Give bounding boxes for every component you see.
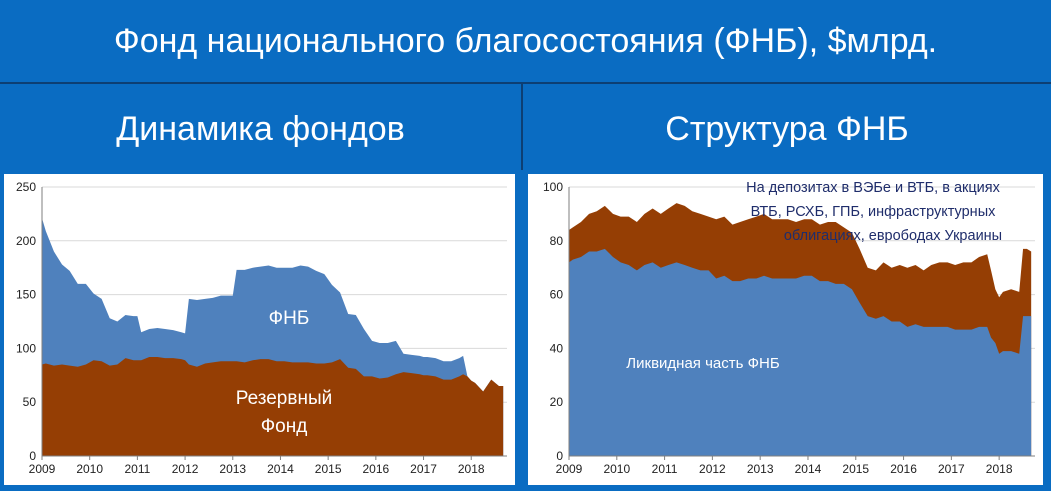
- y-tick-label: 100: [543, 180, 563, 194]
- x-tick-label: 2009: [29, 462, 56, 476]
- x-tick-label: 2010: [603, 462, 630, 476]
- annotation-deposits-line-1: На депозитах в ВЭБе и ВТБ, в акциях: [746, 180, 1001, 196]
- area-bottom-series: [569, 248, 1032, 456]
- right-chart-panel: 0 20 40 60 80 100 2009 2010 2011 2012 2013 2014 2015…: [528, 174, 1043, 485]
- y-tick-label: 150: [16, 288, 36, 302]
- y-tick-label: 200: [16, 234, 36, 248]
- x-tick-label: 2017: [410, 462, 437, 476]
- x-tick-label: 2013: [219, 462, 246, 476]
- x-tick-label: 2018: [458, 462, 485, 476]
- x-tick-label: 2018: [986, 462, 1013, 476]
- x-tick-label: 2014: [267, 462, 294, 476]
- annotation-reserve: Резервный: [236, 388, 332, 409]
- page-title: Фонд национального благосостояния (ФНБ),…: [113, 22, 938, 60]
- x-tick-label: 2014: [795, 462, 822, 476]
- y-tick-label: 250: [16, 180, 36, 194]
- annotation-liquid-part: Ликвидная часть ФНБ: [626, 355, 780, 372]
- x-tick-label: 2012: [172, 462, 199, 476]
- annotation-deposits-line-2: ВТБ, РСХБ, ГПБ, инфраструктурных: [751, 204, 996, 220]
- y-tick-label: 20: [550, 395, 564, 409]
- y-tick-label: 0: [29, 449, 36, 463]
- x-tick-label: 2015: [842, 462, 869, 476]
- y-tick-label: 60: [550, 288, 564, 302]
- y-tick-label: 80: [550, 234, 564, 248]
- x-tick-label: 2015: [315, 462, 342, 476]
- y-tick-label: 50: [23, 395, 37, 409]
- y-tick-label: 0: [556, 449, 563, 463]
- x-tick-label: 2010: [76, 462, 103, 476]
- panel-divider: [521, 84, 523, 170]
- x-tick-label: 2011: [124, 462, 150, 476]
- area-bottom-series: [42, 357, 504, 456]
- y-tick-label: 40: [550, 341, 564, 355]
- funds-dynamics-chart: 0 50 100 150 200 250 2009 2010 2011 2012 2013 2014 2…: [16, 180, 507, 476]
- annotation-fnb: ФНБ: [269, 308, 310, 329]
- x-tick-label: 2012: [699, 462, 726, 476]
- x-tick-label: 2009: [556, 462, 583, 476]
- x-tick-label: 2016: [890, 462, 917, 476]
- fnb-structure-chart: 0 20 40 60 80 100 2009 2010 2011 2012 2013 2014 2015…: [543, 180, 1035, 476]
- left-chart-panel: 0 50 100 150 200 250 2009 2010 2011 2012 2013 2014 2…: [4, 174, 515, 485]
- y-tick-label: 100: [16, 341, 36, 355]
- annotation-deposits-line-3: облигациях, еврободах Украины: [784, 228, 1002, 244]
- right-panel-heading: Структура ФНБ: [665, 110, 909, 148]
- left-panel-heading: Динамика фондов: [116, 110, 405, 148]
- x-tick-label: 2017: [938, 462, 965, 476]
- x-tick-label: 2011: [652, 462, 678, 476]
- x-tick-label: 2013: [747, 462, 774, 476]
- header-divider: [0, 82, 1051, 84]
- annotation-fund: Фонд: [261, 416, 308, 437]
- x-tick-label: 2016: [362, 462, 389, 476]
